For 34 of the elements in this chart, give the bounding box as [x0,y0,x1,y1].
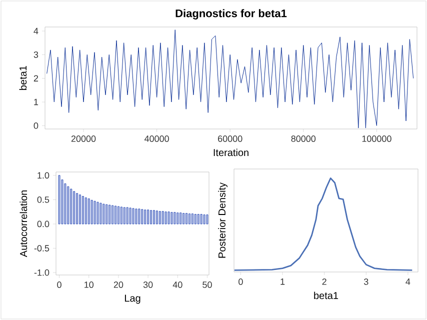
y-tick-label: -1.0 [34,269,50,276]
line-series [46,30,414,128]
y-tick-label: 0.5 [37,196,50,203]
x-axis-title: beta1 [314,292,338,300]
y-tick-label: 0 [34,122,38,129]
x-tick-label: 0 [57,282,62,288]
x-tick-label: 20 [114,282,124,288]
x-tick-label: 80000 [291,136,316,142]
y-tick-label: 3 [34,51,38,58]
chart-title: Diagnostics for beta1 [176,9,287,20]
x-tick-label: 60000 [218,136,242,142]
x-tick-label: 10 [84,282,94,288]
x-tick-label: 50 [202,282,212,288]
y-tick-label: 2 [34,75,38,82]
x-tick-label: 0 [238,278,243,285]
x-tick-label: 20000 [71,136,96,142]
y-axis-title: Posterior Density [218,182,228,258]
y-tick-label: 1.0 [38,172,50,179]
x-tick-label: 40000 [144,136,169,142]
x-tick-label: 1 [280,278,285,285]
x-axis-title: Iteration [214,148,248,156]
y-tick-label: 4 [34,28,38,34]
y-axis-title: Autocorrelation [20,190,28,258]
x-tick-label: 30 [143,282,153,288]
y-tick-label: 0.0 [37,220,50,228]
x-tick-label: 4 [406,278,410,285]
x-axis-title: Lag [124,294,140,304]
x-tick-label: 40 [172,282,182,288]
x-tick-label: 3 [364,278,368,285]
x-tick-label: 2 [322,278,326,285]
x-tick-label: 100000 [362,136,392,142]
y-tick-label: 1 [34,98,38,106]
y-tick-label: -0.5 [34,245,50,252]
y-axis-title: beta1 [19,66,27,90]
